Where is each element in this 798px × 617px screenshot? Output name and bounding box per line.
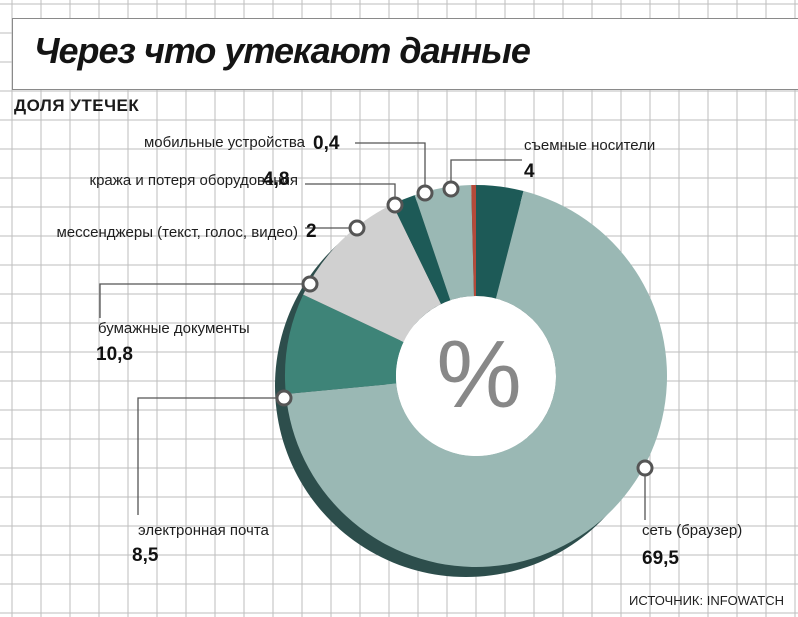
slice-value: 4,8 xyxy=(263,169,289,190)
slice-value: 4 xyxy=(524,161,535,182)
callout-dot xyxy=(386,196,404,214)
title-box xyxy=(12,18,798,90)
slice-value: 0,4 xyxy=(313,133,340,154)
leader-line xyxy=(355,142,426,193)
leader-line xyxy=(99,283,310,318)
slice-3 xyxy=(303,204,442,342)
callout-dot xyxy=(275,389,293,407)
donut-slices xyxy=(285,185,668,567)
donut-hole xyxy=(396,296,556,456)
slice-2 xyxy=(285,294,404,394)
slice-value: 69,5 xyxy=(642,548,679,569)
slice-value: 10,8 xyxy=(96,344,133,365)
callout-1: сеть (браузер) 69,5 xyxy=(636,459,742,569)
slice-label: мессенджеры (текст, голос, видео) xyxy=(56,224,298,241)
slice-label: съемные носители xyxy=(524,137,655,154)
chart-subtitle: ДОЛЯ УТЕЧЕК xyxy=(14,96,140,115)
callout-2: электронная почта 8,5 xyxy=(132,389,293,566)
slice-4 xyxy=(392,195,451,305)
slice-label: сеть (браузер) xyxy=(642,522,742,539)
callout-dot xyxy=(442,180,460,198)
callout-dot xyxy=(348,219,366,237)
callout-dot xyxy=(636,459,654,477)
percent-symbol: % xyxy=(436,321,521,428)
callout-6: мобильные устройства 0,4 xyxy=(144,133,434,202)
slice-label: кража и потеря оборудования xyxy=(90,172,298,189)
slice-label: мобильные устройства xyxy=(144,134,306,151)
leader-line xyxy=(450,159,522,189)
slice-value: 2 xyxy=(306,221,317,242)
slice-value: 8,5 xyxy=(132,545,159,566)
slice-label: бумажные документы xyxy=(98,320,250,337)
chart-title: Через что утекают данные xyxy=(34,30,531,71)
slice-0 xyxy=(476,185,524,299)
slice-5 xyxy=(414,185,474,301)
callout-0: съемные носители 4 xyxy=(442,137,655,198)
callout-3: бумажные документы 10,8 xyxy=(96,275,319,365)
slice-1 xyxy=(285,191,668,567)
slice-label: электронная почта xyxy=(138,522,270,539)
leader-line xyxy=(137,397,284,515)
leader-line xyxy=(305,183,396,205)
callout-dot xyxy=(301,275,319,293)
callout-4: мессенджеры (текст, голос, видео) 2 xyxy=(56,219,366,242)
slice-6 xyxy=(471,185,476,297)
callout-dot xyxy=(416,184,434,202)
source-note: ИСТОЧНИК: INFOWATCH xyxy=(629,593,784,608)
callouts: съемные носители 4 сеть (браузер) 69,5 элект… xyxy=(56,133,742,569)
